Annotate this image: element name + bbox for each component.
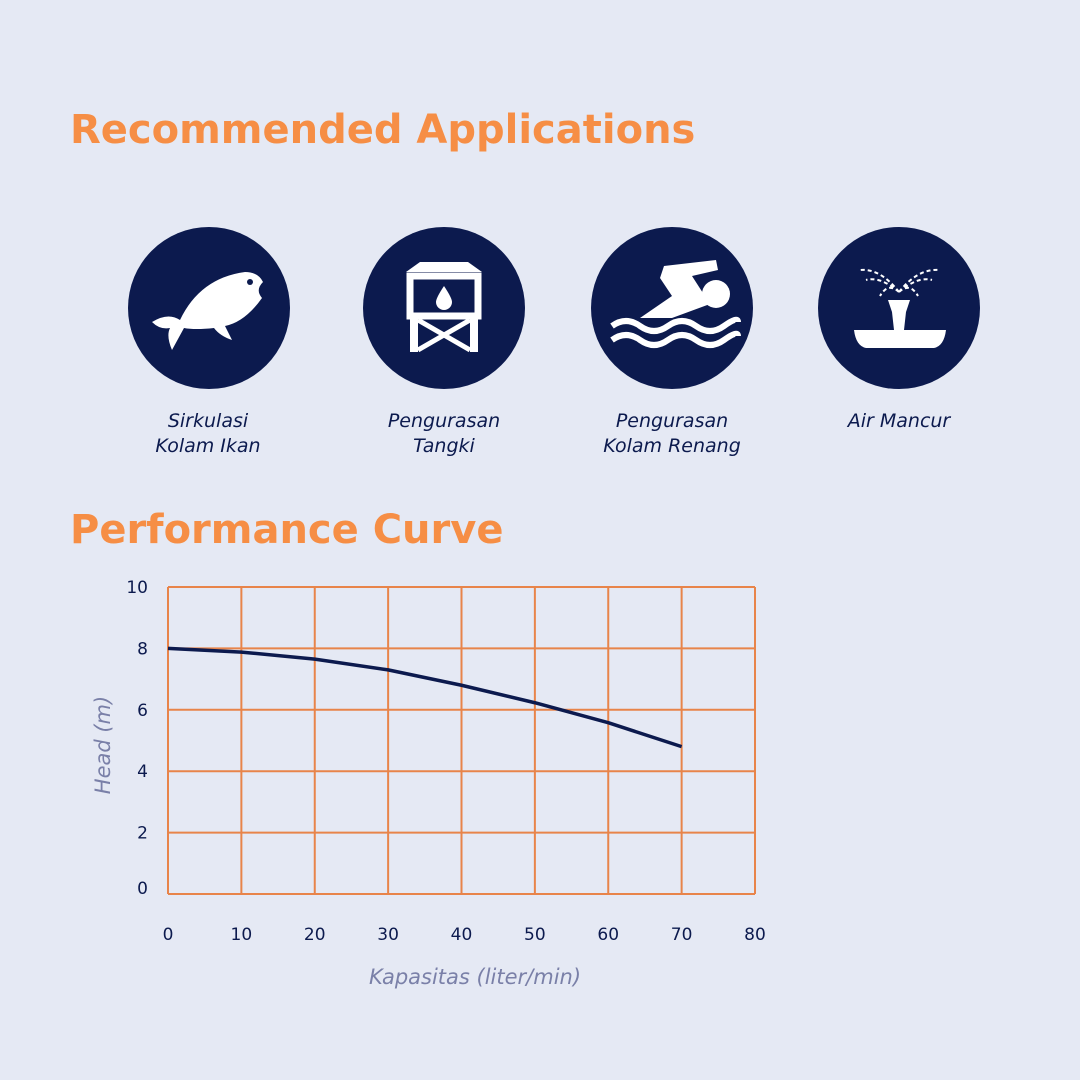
x-tick-label: 40 bbox=[451, 925, 473, 945]
y-tick-label: 6 bbox=[137, 701, 148, 721]
y-axis-label: Head (m) bbox=[91, 696, 115, 794]
icon-fish bbox=[128, 227, 290, 389]
x-tick-label: 50 bbox=[524, 925, 546, 945]
y-tick-label: 8 bbox=[137, 639, 148, 659]
chart-title: Performance Curve bbox=[70, 507, 503, 553]
application-label: Pengurasan bbox=[616, 410, 728, 432]
application-label: Pengurasan bbox=[388, 410, 500, 432]
application-label: Kolam Ikan bbox=[155, 435, 260, 457]
x-tick-label: 30 bbox=[377, 925, 399, 945]
y-tick-label: 0 bbox=[137, 879, 148, 899]
x-tick-label: 10 bbox=[231, 925, 253, 945]
y-tick-label: 4 bbox=[137, 762, 148, 782]
y-tick-label: 10 bbox=[126, 578, 148, 598]
x-tick-label: 20 bbox=[304, 925, 326, 945]
performance-curve bbox=[167, 646, 683, 749]
x-tick-label: 0 bbox=[163, 925, 174, 945]
application-label: Kolam Renang bbox=[603, 435, 741, 457]
applications: Sirkulasi Kolam Ikan Pengurasan Tangki Pengu… bbox=[155, 410, 951, 457]
icon-tank bbox=[363, 227, 525, 389]
x-axis-label: Kapasitas (liter/min) bbox=[369, 965, 581, 989]
section-title: Recommended Applications bbox=[70, 107, 695, 153]
application-label: Air Mancur bbox=[846, 410, 952, 432]
application-label: Sirkulasi bbox=[168, 410, 249, 432]
icon-fountain bbox=[818, 227, 980, 389]
icon-swim bbox=[591, 227, 753, 389]
x-tick-label: 60 bbox=[597, 925, 619, 945]
x-tick-label: 70 bbox=[671, 925, 693, 945]
x-tick-label: 80 bbox=[744, 925, 766, 945]
application-label: Tangki bbox=[413, 435, 475, 457]
y-tick-label: 2 bbox=[137, 824, 148, 844]
